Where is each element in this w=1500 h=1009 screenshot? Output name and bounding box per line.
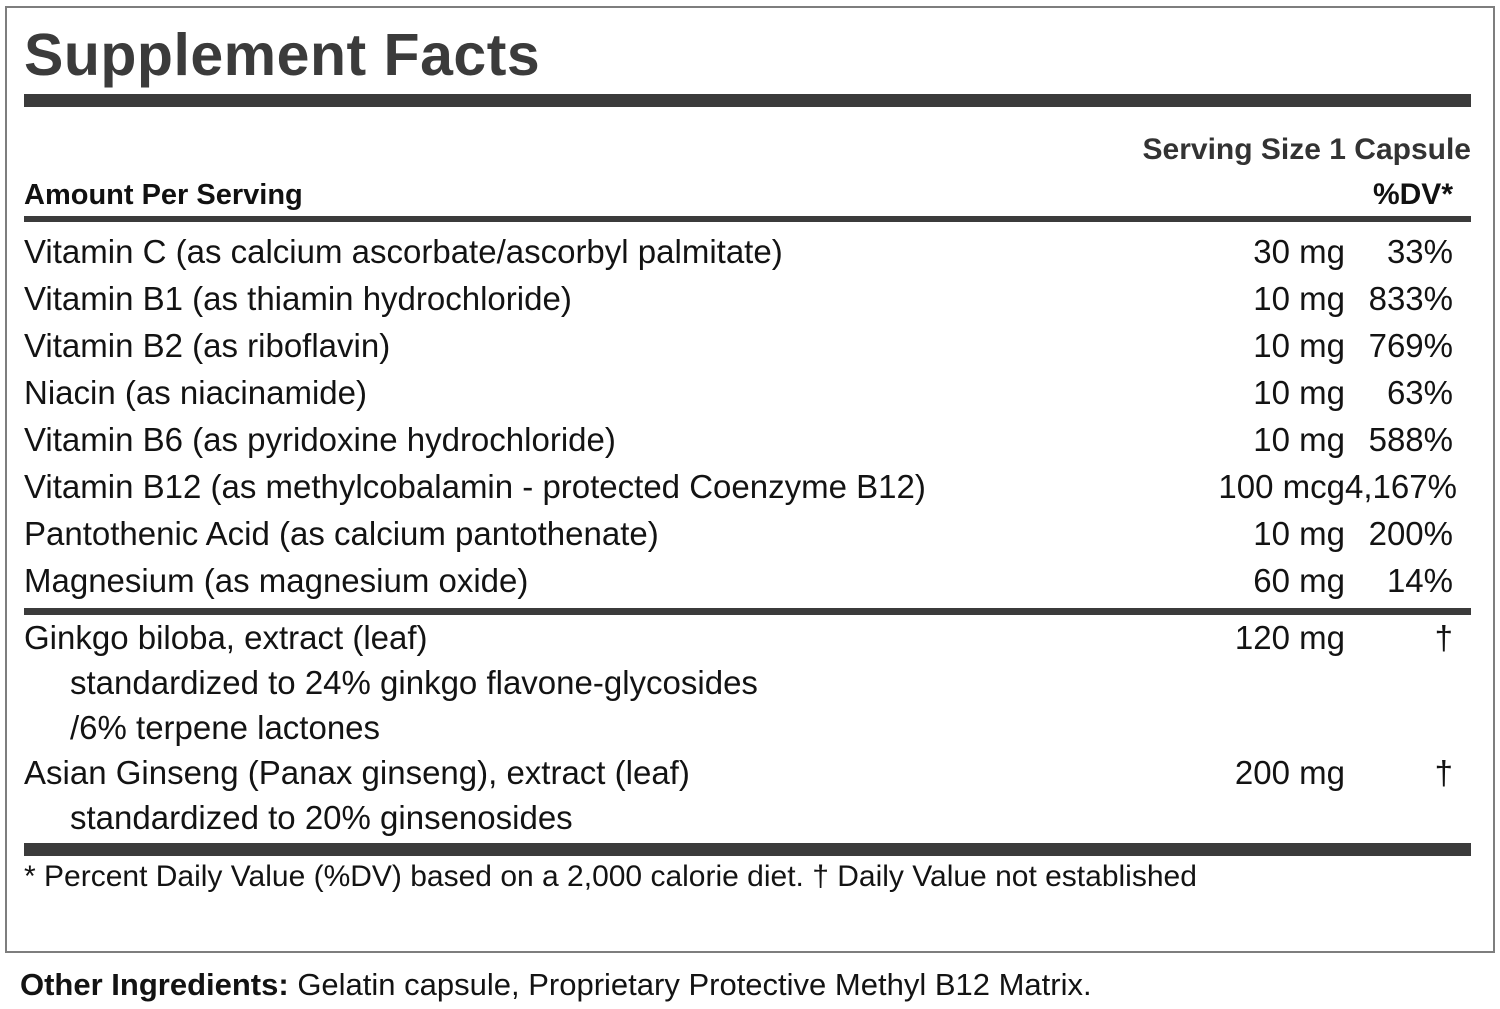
nutrient-row-magnesium: Magnesium (as magnesium oxide) 60 mg 14% bbox=[24, 557, 1471, 604]
botanical-amount: 120 mg bbox=[1234, 619, 1345, 656]
nutrient-amount: 10 mg bbox=[1253, 374, 1345, 411]
nutrient-name: Vitamin B6 (as pyridoxine hydrochloride) bbox=[24, 421, 616, 458]
column-header-row: Amount Per Serving %DV* bbox=[24, 178, 1471, 212]
nutrient-name: Vitamin B12 (as methylcobalamin - protec… bbox=[24, 468, 926, 505]
nutrient-name: Vitamin B2 (as riboflavin) bbox=[24, 327, 391, 364]
botanical-subrow-ginkgo-standardization: standardized to 24% ginkgo flavone-glyco… bbox=[70, 664, 758, 701]
section-rule bbox=[24, 608, 1471, 615]
botanical-row-ginseng: Asian Ginseng (Panax ginseng), extract (… bbox=[24, 750, 1471, 795]
nutrient-row-vitamin-b12: Vitamin B12 (as methylcobalamin - protec… bbox=[24, 463, 1471, 510]
nutrient-amount: 30 mg bbox=[1253, 233, 1345, 270]
supplement-facts-panel: Supplement Facts Serving Size 1 Capsule … bbox=[5, 6, 1495, 953]
nutrient-dv: 14% bbox=[1386, 562, 1453, 599]
footnote-rule bbox=[24, 843, 1471, 856]
nutrient-row-vitamin-b1: Vitamin B1 (as thiamin hydrochloride) 10… bbox=[24, 275, 1471, 322]
other-ingredients: Other Ingredients: Gelatin capsule, Prop… bbox=[20, 967, 1500, 1003]
nutrient-dv: 833% bbox=[1368, 280, 1453, 317]
nutrient-rows: Vitamin C (as calcium ascorbate/ascorbyl… bbox=[24, 228, 1471, 604]
botanical-name: Asian Ginseng (Panax ginseng), extract (… bbox=[24, 754, 690, 791]
nutrient-amount: 10 mg bbox=[1253, 515, 1345, 552]
nutrient-dv: 33% bbox=[1386, 233, 1453, 270]
percent-dv-header: %DV* bbox=[1372, 178, 1453, 211]
nutrient-row-vitamin-b2: Vitamin B2 (as riboflavin) 10 mg 769% bbox=[24, 322, 1471, 369]
nutrient-amount: 100 mcg bbox=[1218, 468, 1345, 505]
nutrient-name: Niacin (as niacinamide) bbox=[24, 374, 367, 411]
other-ingredients-label: Other Ingredients: bbox=[20, 967, 289, 1002]
nutrient-dv: 200% bbox=[1368, 515, 1453, 552]
nutrient-dv: 63% bbox=[1386, 374, 1453, 411]
botanical-amount: 200 mg bbox=[1234, 754, 1345, 791]
botanical-name: Ginkgo biloba, extract (leaf) bbox=[24, 619, 428, 656]
nutrient-dv: 769% bbox=[1368, 327, 1453, 364]
botanical-row-ginkgo: Ginkgo biloba, extract (leaf) 120 mg † bbox=[24, 615, 1471, 660]
nutrient-name: Vitamin B1 (as thiamin hydrochloride) bbox=[24, 280, 572, 317]
serving-size: Serving Size 1 Capsule bbox=[1142, 133, 1471, 166]
nutrient-row-vitamin-c: Vitamin C (as calcium ascorbate/ascorbyl… bbox=[24, 228, 1471, 275]
nutrient-amount: 10 mg bbox=[1253, 280, 1345, 317]
panel-title: Supplement Facts bbox=[24, 22, 541, 88]
daily-value-footnote: * Percent Daily Value (%DV) based on a 2… bbox=[24, 860, 1197, 893]
nutrient-name: Vitamin C (as calcium ascorbate/ascorbyl… bbox=[24, 233, 783, 270]
botanical-subrow-ginkgo-terpene: /6% terpene lactones bbox=[70, 709, 381, 746]
title-rule bbox=[24, 94, 1471, 107]
amount-per-serving-header: Amount Per Serving bbox=[24, 179, 303, 211]
nutrient-amount: 60 mg bbox=[1253, 562, 1345, 599]
nutrient-dv: 588% bbox=[1368, 421, 1453, 458]
nutrient-row-vitamin-b6: Vitamin B6 (as pyridoxine hydrochloride)… bbox=[24, 416, 1471, 463]
nutrient-name: Magnesium (as magnesium oxide) bbox=[24, 562, 529, 599]
botanical-rows: Ginkgo biloba, extract (leaf) 120 mg † s… bbox=[24, 615, 1471, 840]
nutrient-amount: 10 mg bbox=[1253, 421, 1345, 458]
other-ingredients-text: Gelatin capsule, Proprietary Protective … bbox=[288, 967, 1092, 1002]
nutrient-row-pantothenic-acid: Pantothenic Acid (as calcium pantothenat… bbox=[24, 510, 1471, 557]
nutrient-row-niacin: Niacin (as niacinamide) 10 mg 63% bbox=[24, 369, 1471, 416]
nutrient-amount: 10 mg bbox=[1253, 327, 1345, 364]
botanical-dv-dagger: † bbox=[1434, 754, 1453, 791]
botanical-dv-dagger: † bbox=[1434, 619, 1453, 656]
botanical-subrow-ginseng-standardization: standardized to 20% ginsenosides bbox=[70, 799, 573, 836]
nutrient-dv: 4,167% bbox=[1345, 468, 1457, 505]
header-rule bbox=[24, 216, 1471, 222]
nutrient-name: Pantothenic Acid (as calcium pantothenat… bbox=[24, 515, 659, 552]
